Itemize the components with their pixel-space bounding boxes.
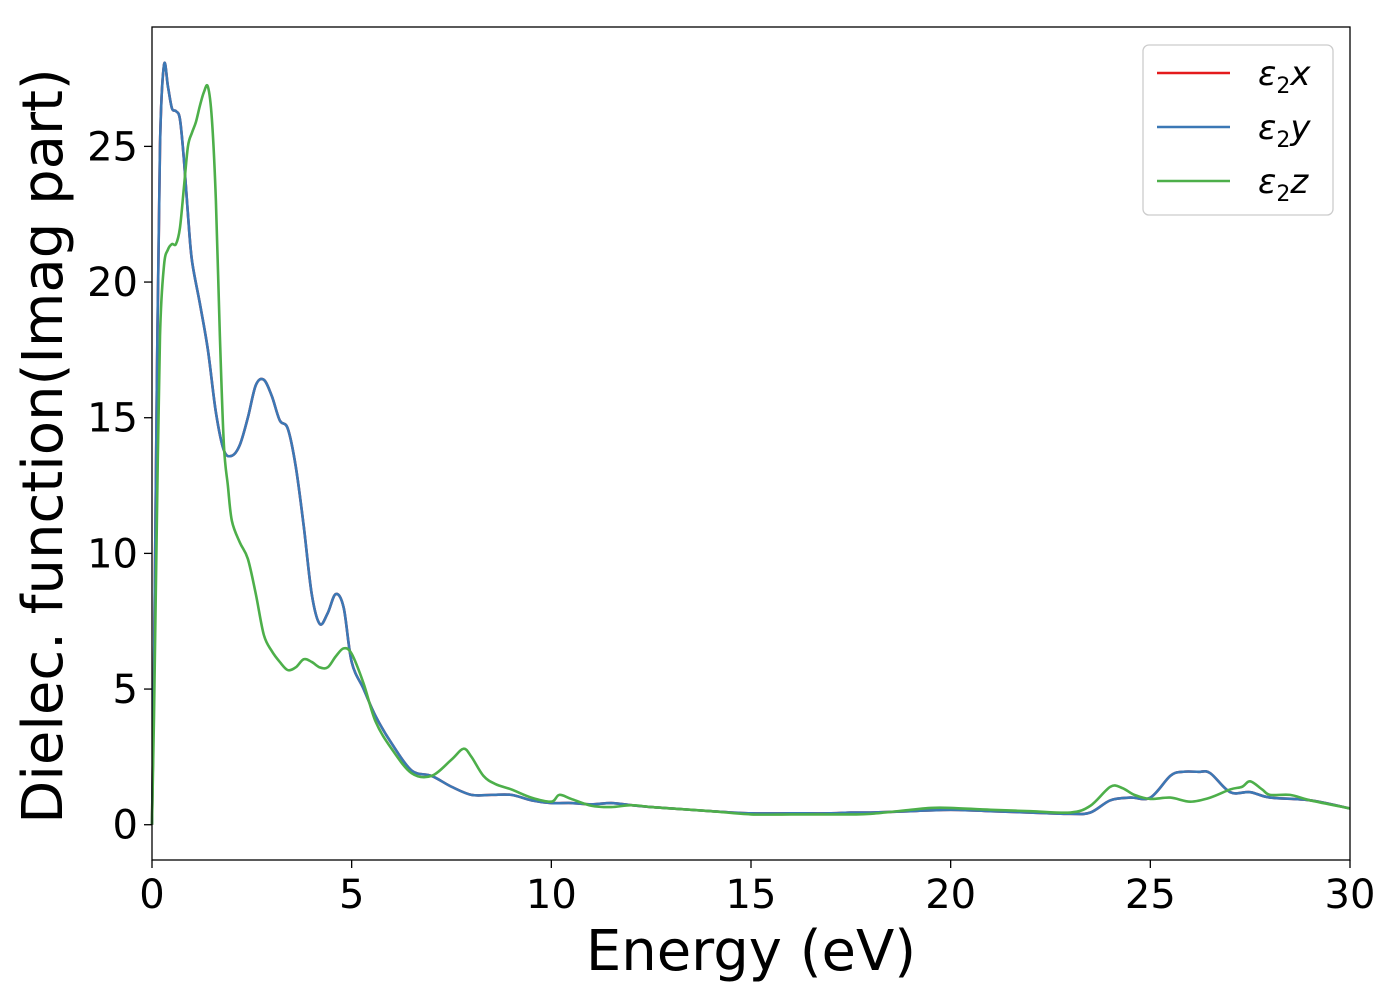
x-axis-label: Energy (eV) [586, 919, 916, 984]
x-tick-label: 20 [925, 872, 976, 918]
y-axis-label: Dielec. function(Imag part) [11, 68, 76, 824]
y-tick-label: 5 [113, 667, 138, 713]
y-axis-ticks: 0 5 10 15 20 25 [87, 124, 152, 849]
series-line-y [150, 61, 1351, 825]
legend-box [1142, 44, 1334, 216]
legend-label-y: ε2y [1258, 108, 1311, 153]
y-tick-label: 25 [87, 124, 138, 170]
x-tick-label: 15 [726, 872, 777, 918]
x-tick-label: 30 [1325, 872, 1376, 918]
series-line-z [150, 83, 1351, 825]
y-tick-label: 20 [87, 260, 138, 306]
x-tick-label: 0 [139, 872, 164, 918]
legend: ε2x ε2y ε2z [1142, 44, 1334, 216]
y-tick-label: 10 [87, 531, 138, 577]
legend-label-z: ε2z [1258, 162, 1309, 207]
y-tick-label: 0 [113, 803, 138, 849]
series-layer [150, 61, 1351, 825]
x-tick-label: 25 [1125, 872, 1176, 918]
x-axis-ticks: 0 5 10 15 20 25 30 [139, 860, 1375, 918]
x-tick-label: 10 [526, 872, 577, 918]
x-tick-label: 5 [339, 872, 364, 918]
legend-label-x: ε2x [1258, 54, 1311, 99]
y-tick-label: 15 [87, 396, 138, 442]
